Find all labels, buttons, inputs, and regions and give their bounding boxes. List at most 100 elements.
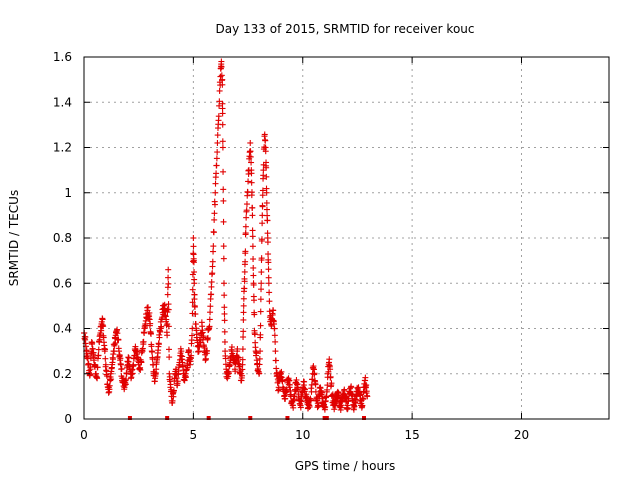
data-point [357,391,364,398]
data-point [298,398,305,405]
data-point [256,361,263,368]
data-point [258,255,265,262]
data-point [169,397,176,404]
data-point [188,352,195,359]
data-point [98,327,105,334]
data-point [249,233,256,240]
data-point [341,386,348,393]
data-point [140,338,147,345]
data-point [190,258,197,265]
data-point [249,227,256,234]
data-point [85,360,92,367]
data-point [138,359,145,366]
data-point [265,251,272,258]
y-tick-label: 0.4 [53,322,72,336]
data-point [214,139,221,146]
data-point [266,298,273,305]
x-tick-label: 20 [514,428,529,442]
data-point [270,307,277,314]
data-point [210,229,217,236]
data-point [122,381,129,388]
data-point [262,148,269,155]
data-point [210,248,217,255]
data-point [263,199,270,206]
data-point [221,304,228,311]
data-point [218,58,225,65]
data-point [221,328,228,335]
data-point [258,286,265,293]
data-point [165,274,172,281]
data-point [117,355,124,362]
data-point [102,361,109,368]
data-point [242,230,249,237]
zero-point [322,416,327,420]
data-point [259,203,266,210]
data-point [240,295,247,302]
data-point [165,280,172,287]
data-point [291,393,298,400]
data-point [250,281,257,288]
y-tick-label: 0 [64,412,72,426]
data-point [328,380,335,387]
data-point [242,223,249,230]
data-point [220,218,227,225]
data-point [189,299,196,306]
data-points [81,58,371,420]
zero-point [248,416,253,420]
data-point [210,243,217,250]
data-point [218,63,225,70]
data-point [247,148,254,155]
data-point [249,204,256,211]
y-tick-label: 0.2 [53,367,72,381]
data-point [219,110,226,117]
data-point [206,323,213,330]
gridlines [84,57,609,419]
data-point [240,302,247,309]
data-point [182,373,189,380]
data-point [243,214,250,221]
data-point [87,371,94,378]
data-point [250,272,257,279]
data-point [258,280,265,287]
data-point [271,325,278,332]
data-point [248,170,255,177]
data-point [272,357,279,364]
data-point [178,348,185,355]
data-point [327,366,334,373]
data-point [278,368,285,375]
data-point [209,258,216,265]
data-point [239,356,246,363]
data-point [219,138,226,145]
data-point [207,303,214,310]
data-point [258,269,265,276]
data-point [219,81,226,88]
data-point [200,333,207,340]
data-point [258,236,265,243]
data-point [250,264,257,271]
data-point [242,258,249,265]
data-point [264,239,271,246]
data-point [102,355,109,362]
zero-point [362,416,366,420]
data-point [234,345,241,352]
data-point [207,309,214,316]
data-point [257,322,264,329]
data-point [212,180,219,187]
data-point [241,285,248,292]
x-tick-label: 10 [295,428,310,442]
data-point [219,76,226,83]
data-point [130,362,137,369]
data-point [307,397,314,404]
data-point [217,73,224,80]
data-point [190,243,197,250]
data-point [211,201,218,208]
data-point [247,153,254,160]
data-point [213,170,220,177]
data-point [156,334,163,341]
data-point [348,383,355,390]
data-point [362,374,369,381]
data-point [344,405,351,412]
data-point [179,353,186,360]
data-point [240,328,247,335]
